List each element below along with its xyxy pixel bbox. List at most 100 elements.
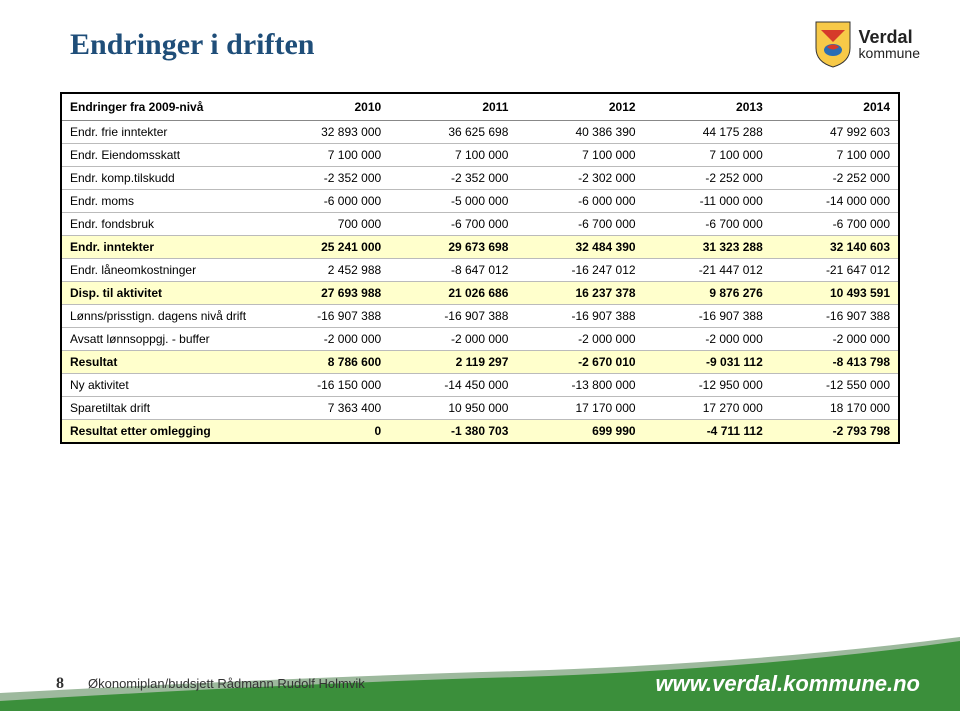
table-row: Endr. frie inntekter32 893 00036 625 698… [62, 121, 898, 144]
cell: -6 700 000 [771, 213, 898, 236]
table-row: Ny aktivitet-16 150 000-14 450 000-13 80… [62, 374, 898, 397]
cell: 10 950 000 [389, 397, 516, 420]
data-table: Endringer fra 2009-nivå 2010 2011 2012 2… [60, 92, 900, 444]
cell: 40 386 390 [516, 121, 643, 144]
row-label: Endr. inntekter [62, 236, 262, 259]
logo-line2: kommune [859, 46, 920, 60]
header-label: Endringer fra 2009-nivå [62, 94, 262, 121]
cell: 7 100 000 [262, 144, 389, 167]
cell: 32 893 000 [262, 121, 389, 144]
cell: 7 100 000 [771, 144, 898, 167]
cell: -1 380 703 [389, 420, 516, 443]
cell: 700 000 [262, 213, 389, 236]
row-label: Endr. låneomkostninger [62, 259, 262, 282]
cell: 7 100 000 [644, 144, 771, 167]
cell: 2 452 988 [262, 259, 389, 282]
cell: 2 119 297 [389, 351, 516, 374]
table-row: Endr. Eiendomsskatt7 100 0007 100 0007 1… [62, 144, 898, 167]
cell: -6 700 000 [644, 213, 771, 236]
cell: -12 550 000 [771, 374, 898, 397]
footer-text: Økonomiplan/budsjett Rådmann Rudolf Holm… [88, 676, 365, 691]
logo-line1: Verdal [859, 28, 920, 46]
page-number: 8 [56, 675, 64, 693]
row-label: Endr. moms [62, 190, 262, 213]
table-row: Resultat etter omlegging0-1 380 703699 9… [62, 420, 898, 443]
table-row: Endr. moms-6 000 000-5 000 000-6 000 000… [62, 190, 898, 213]
table-header-row: Endringer fra 2009-nivå 2010 2011 2012 2… [62, 94, 898, 121]
cell: -4 711 112 [644, 420, 771, 443]
table-row: Sparetiltak drift7 363 40010 950 00017 1… [62, 397, 898, 420]
cell: -14 450 000 [389, 374, 516, 397]
col-year-0: 2010 [262, 94, 389, 121]
cell: 31 323 288 [644, 236, 771, 259]
cell: 17 270 000 [644, 397, 771, 420]
cell: -2 000 000 [389, 328, 516, 351]
row-label: Lønns/prisstign. dagens nivå drift [62, 305, 262, 328]
cell: 47 992 603 [771, 121, 898, 144]
cell: 44 175 288 [644, 121, 771, 144]
table-row: Endr. låneomkostninger2 452 988-8 647 01… [62, 259, 898, 282]
row-label: Disp. til aktivitet [62, 282, 262, 305]
col-year-2: 2012 [516, 94, 643, 121]
cell: -2 000 000 [516, 328, 643, 351]
cell: 8 786 600 [262, 351, 389, 374]
cell: -16 247 012 [516, 259, 643, 282]
cell: -2 352 000 [262, 167, 389, 190]
row-label: Avsatt lønnsoppgj. - buffer [62, 328, 262, 351]
cell: -8 413 798 [771, 351, 898, 374]
cell: 0 [262, 420, 389, 443]
table-row: Resultat8 786 6002 119 297-2 670 010-9 0… [62, 351, 898, 374]
table-row: Lønns/prisstign. dagens nivå drift-16 90… [62, 305, 898, 328]
cell: -6 700 000 [516, 213, 643, 236]
cell: -2 000 000 [262, 328, 389, 351]
cell: 18 170 000 [771, 397, 898, 420]
table-row: Avsatt lønnsoppgj. - buffer-2 000 000-2 … [62, 328, 898, 351]
cell: 27 693 988 [262, 282, 389, 305]
row-label: Endr. komp.tilskudd [62, 167, 262, 190]
table-row: Endr. inntekter25 241 00029 673 69832 48… [62, 236, 898, 259]
cell: -11 000 000 [644, 190, 771, 213]
page-title: Endringer i driften [70, 28, 314, 62]
cell: 7 100 000 [516, 144, 643, 167]
cell: -8 647 012 [389, 259, 516, 282]
shield-icon [813, 20, 853, 68]
cell: -2 302 000 [516, 167, 643, 190]
cell: 10 493 591 [771, 282, 898, 305]
row-label: Endr. fondsbruk [62, 213, 262, 236]
cell: 32 484 390 [516, 236, 643, 259]
footer: 8 Økonomiplan/budsjett Rådmann Rudolf Ho… [0, 631, 960, 711]
cell: 21 026 686 [389, 282, 516, 305]
cell: -14 000 000 [771, 190, 898, 213]
col-year-3: 2013 [644, 94, 771, 121]
col-year-1: 2011 [389, 94, 516, 121]
cell: -16 150 000 [262, 374, 389, 397]
cell: -13 800 000 [516, 374, 643, 397]
cell: -2 252 000 [644, 167, 771, 190]
cell: -2 352 000 [389, 167, 516, 190]
cell: 7 363 400 [262, 397, 389, 420]
row-label: Endr. frie inntekter [62, 121, 262, 144]
cell: -16 907 388 [262, 305, 389, 328]
col-year-4: 2014 [771, 94, 898, 121]
cell: -21 447 012 [644, 259, 771, 282]
cell: -2 000 000 [644, 328, 771, 351]
cell: -16 907 388 [389, 305, 516, 328]
cell: 699 990 [516, 420, 643, 443]
cell: -9 031 112 [644, 351, 771, 374]
table-row: Disp. til aktivitet27 693 98821 026 6861… [62, 282, 898, 305]
cell: 16 237 378 [516, 282, 643, 305]
cell: -16 907 388 [516, 305, 643, 328]
cell: -5 000 000 [389, 190, 516, 213]
cell: 36 625 698 [389, 121, 516, 144]
row-label: Endr. Eiendomsskatt [62, 144, 262, 167]
cell: 7 100 000 [389, 144, 516, 167]
cell: -2 670 010 [516, 351, 643, 374]
table-row: Endr. fondsbruk700 000-6 700 000-6 700 0… [62, 213, 898, 236]
row-label: Ny aktivitet [62, 374, 262, 397]
cell: 25 241 000 [262, 236, 389, 259]
table-row: Endr. komp.tilskudd-2 352 000-2 352 000-… [62, 167, 898, 190]
cell: 29 673 698 [389, 236, 516, 259]
cell: -2 252 000 [771, 167, 898, 190]
cell: -2 793 798 [771, 420, 898, 443]
row-label: Resultat [62, 351, 262, 374]
